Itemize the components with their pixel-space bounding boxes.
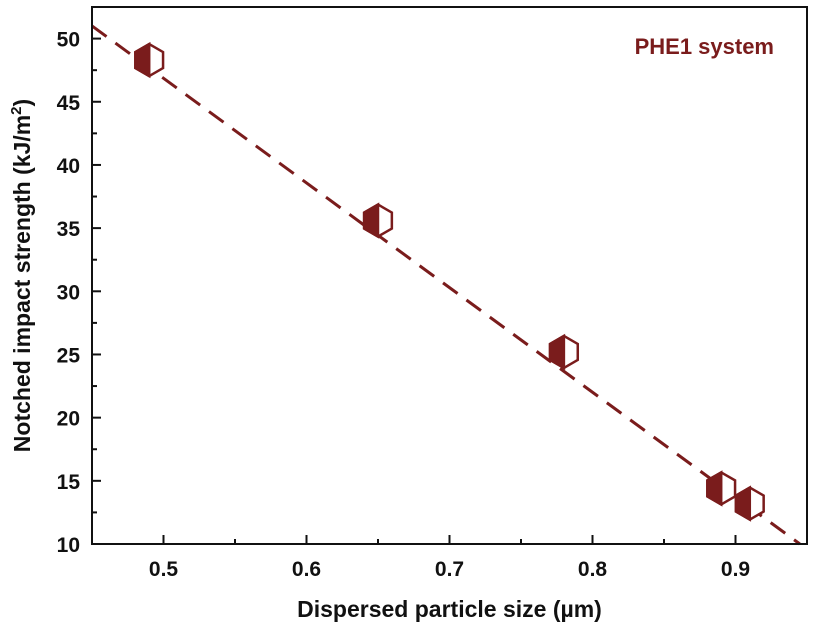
y-tick-label: 50 xyxy=(57,29,80,52)
y-tick-label: 35 xyxy=(57,218,81,241)
marker-fill xyxy=(134,41,151,79)
y-tick-label: 45 xyxy=(57,92,81,115)
data-point xyxy=(706,470,737,507)
y-tick-label: 20 xyxy=(57,408,80,431)
x-tick-label: 0.9 xyxy=(721,558,750,581)
data-point xyxy=(734,485,765,522)
y-tick-label: 40 xyxy=(57,155,80,178)
y-tick-label: 10 xyxy=(57,534,80,557)
x-tick-label: 0.8 xyxy=(578,558,608,581)
data-point xyxy=(134,41,165,79)
y-tick-label: 25 xyxy=(57,344,81,367)
fit-line xyxy=(91,24,801,546)
series-annotation: PHE1 system xyxy=(635,34,774,59)
y-axis-title-close: ) xyxy=(9,99,35,107)
y-tick-label: 15 xyxy=(57,471,81,494)
y-axis-title: Notched impact strength (kJ/m2) xyxy=(8,99,35,452)
marker-fill xyxy=(362,202,380,239)
x-tick-label: 0.5 xyxy=(149,558,179,581)
marker-fill xyxy=(734,485,752,522)
marker-layer xyxy=(134,41,765,522)
x-tick-label: 0.6 xyxy=(292,558,321,581)
x-tick-label: 0.7 xyxy=(435,558,464,581)
x-axis-ticks: 0.5 0.6 0.7 0.8 0.9 xyxy=(149,535,750,581)
y-axis-ticks: 10 15 20 25 30 35 40 45 50 xyxy=(57,29,101,557)
y-axis-title-superscript: 2 xyxy=(8,106,25,114)
fit-line-layer xyxy=(91,24,801,546)
data-point xyxy=(362,202,394,239)
plot-frame xyxy=(91,6,808,545)
marker-fill xyxy=(706,470,723,507)
data-point xyxy=(548,333,580,371)
marker-fill xyxy=(548,333,566,371)
y-tick-label: 30 xyxy=(57,281,80,304)
y-axis-title-main: Notched impact strength (kJ/m xyxy=(9,115,35,452)
x-axis-title: Dispersed particle size (µm) xyxy=(297,596,602,622)
